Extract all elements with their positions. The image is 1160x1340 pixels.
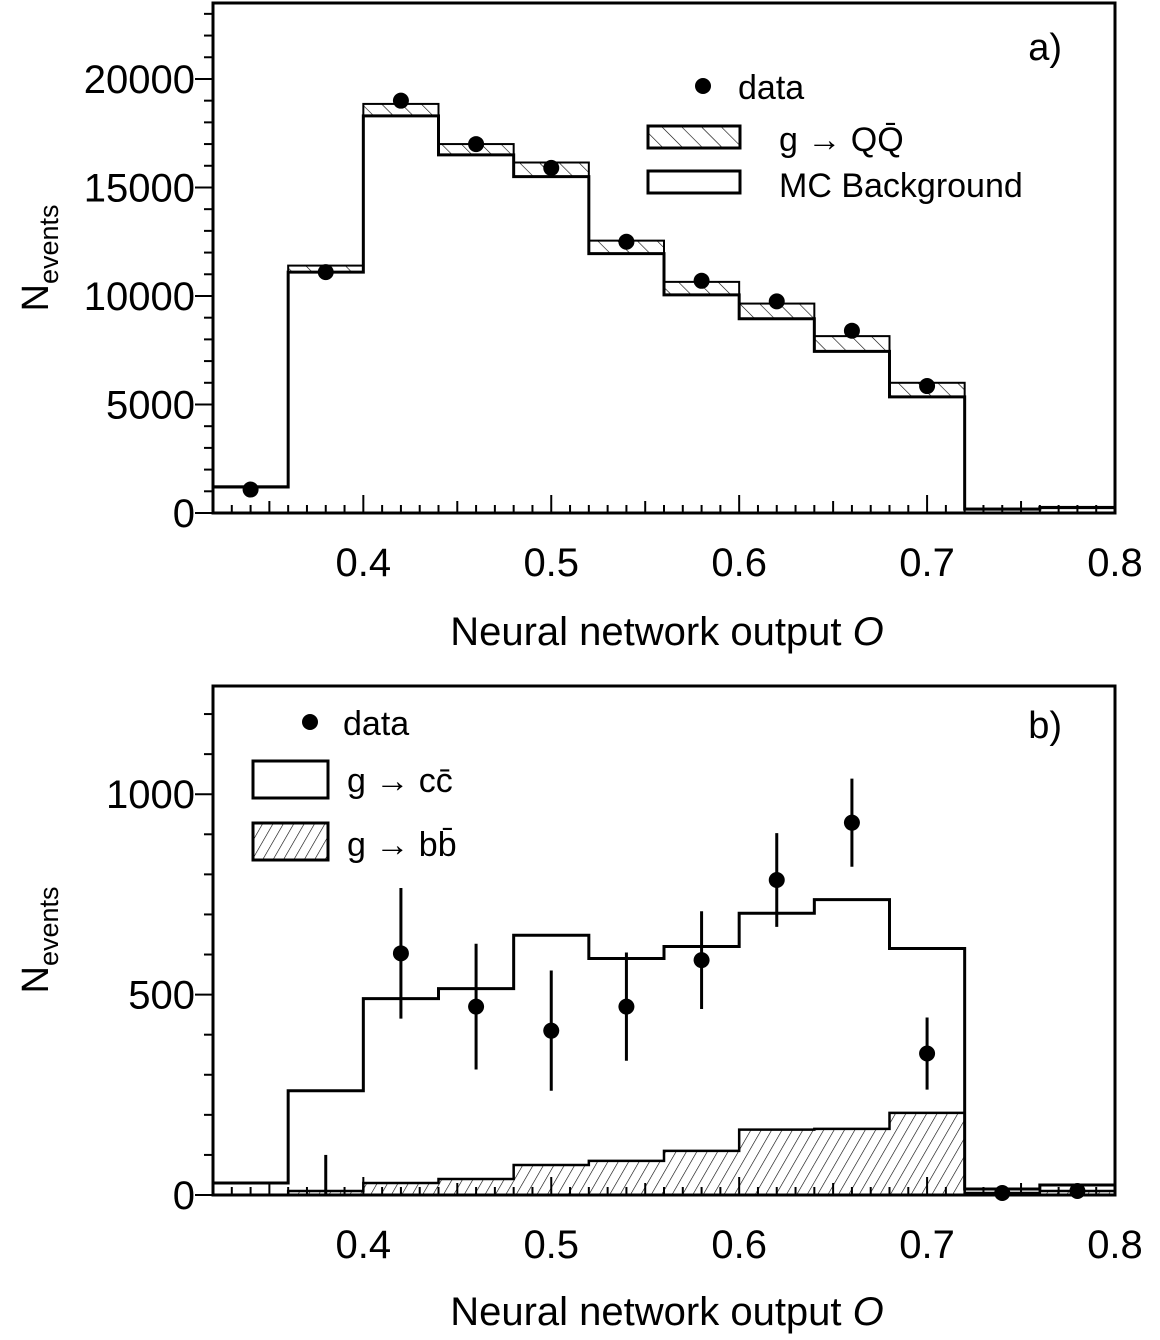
panel-a-legend-signal-label: g → QQ̄	[779, 121, 904, 159]
panel-a-x-tick-label: 0.4	[336, 541, 392, 585]
panel-a-y-axis-label: Nevents	[15, 204, 64, 311]
panel-b-data-point	[768, 871, 785, 888]
panel-b-data-point	[843, 814, 860, 831]
panel-a-data-point	[618, 233, 635, 250]
panel-a-data-point	[843, 322, 860, 339]
panel-a-x-tick-label: 0.6	[711, 541, 767, 585]
panel-a-y-tick-label: 0	[173, 492, 195, 536]
panel-b-x-tick-label: 0.6	[711, 1223, 767, 1267]
panel-b-panel-label: b)	[1028, 705, 1062, 747]
panel-b-x-tick-label: 0.8	[1087, 1223, 1143, 1267]
panel-a-x-tick-label: 0.7	[899, 541, 955, 585]
panel-b-y-tick-label: 500	[128, 974, 195, 1018]
panel-b-data-point	[468, 998, 485, 1015]
panel-a-background-step	[211, 114, 1115, 513]
panel-a-y-tick-label: 20000	[84, 58, 195, 102]
panel-a-legend-signal-marker	[646, 124, 742, 150]
panel-a-x-axis-label: Neural network output O	[450, 610, 884, 654]
panel-a-y-tick-label: 15000	[84, 166, 195, 210]
panel-b-data-point	[919, 1045, 936, 1062]
panel-a-y-axis-label-main: N	[15, 284, 57, 311]
panel-b-cc-step-line	[213, 898, 1115, 1191]
panel-b-x-axis-label: Neural network output O	[450, 1290, 884, 1334]
panel-a-data-point	[543, 159, 560, 176]
panel-a-y-tick-label: 10000	[84, 275, 195, 319]
panel-a-data-points	[242, 92, 936, 498]
panel-a-x-ticks: 0.4 0.5 0.6 0.7 0.8	[212, 495, 1143, 585]
panel-a-data-point	[919, 378, 936, 395]
panel-b-legend: data g → cc̄ g → bb̄	[251, 705, 457, 864]
panel-b-bb-bin	[814, 1128, 890, 1195]
panel-b-legend-cc-label: g → cc̄	[347, 762, 453, 800]
panel-b-x-ticks: 0.4 0.5 0.6 0.7 0.8	[212, 1177, 1143, 1267]
panel-a-legend-background-label: MC Background	[779, 167, 1023, 205]
panel-a-data-point	[392, 92, 409, 109]
panel-b-legend-data-label: data	[343, 705, 409, 743]
panel-b-y-axis-label-main: N	[15, 966, 57, 993]
panel-a-data-point	[768, 293, 785, 310]
panel-b-x-tick-label: 0.5	[523, 1223, 579, 1267]
panel-b-data-point	[693, 952, 710, 969]
panel-a-data-point	[242, 481, 259, 498]
panel-a-legend: data g → QQ̄ MC Background	[646, 69, 1023, 205]
panel-b-y-axis-label-sub: events	[34, 886, 64, 966]
panel-a-data-point	[468, 136, 485, 153]
panel-b-cc-step	[213, 898, 1117, 1197]
panel-b-x-tick-label: 0.4	[336, 1223, 392, 1267]
panel-b-x-tick-label: 0.7	[899, 1223, 955, 1267]
panel-b-x-axis-symbol: O	[853, 1290, 884, 1334]
panel-b-y-axis-label: Nevents	[15, 886, 64, 993]
panel-a-x-tick-label: 0.8	[1087, 541, 1143, 585]
panel-b: 0.4 0.5 0.6 0.7 0.8 0 500 1000 b) data g → cc̄…	[15, 684, 1143, 1334]
panel-b-y-tick-label: 0	[173, 1174, 195, 1218]
panel-a-legend-data-label: data	[738, 69, 804, 107]
panel-b-data-point	[618, 998, 635, 1015]
panel-b-legend-bb-label: g → bb̄	[347, 826, 457, 864]
panel-a-y-tick-label: 5000	[106, 383, 195, 427]
panel-b-legend-cc-marker	[251, 759, 330, 800]
panel-a-y-axis-label-sub: events	[34, 204, 64, 284]
panel-a-legend-data-marker	[695, 78, 711, 94]
panel-b-legend-data-marker	[302, 714, 318, 730]
panel-a-x-axis-label-text: Neural network output	[450, 610, 841, 654]
panel-a-legend-background-marker	[646, 169, 742, 195]
panel-a-background-step-line	[211, 114, 1115, 513]
panel-a-panel-label: a)	[1028, 27, 1062, 69]
panel-b-y-tick-label: 1000	[106, 773, 195, 817]
panel-a-x-axis-symbol: O	[853, 610, 884, 654]
panel-b-legend-bb-marker	[251, 821, 330, 862]
panel-b-data-points	[324, 778, 1086, 1201]
panel-b-y-ticks: 0 500 1000	[106, 713, 213, 1218]
panel-b-data-point	[392, 945, 409, 962]
panel-a-data-point	[693, 272, 710, 289]
panel-b-data-point	[543, 1022, 560, 1039]
panel-b-bb-bin	[739, 1129, 815, 1195]
panel-a-data-point	[317, 264, 334, 281]
panel-b-x-axis-label-text: Neural network output	[450, 1290, 841, 1334]
panel-a-hatch-band	[212, 102, 1117, 511]
panel-a-x-tick-label: 0.5	[523, 541, 579, 585]
panel-a-y-ticks: 0 5000 10000 15000 20000	[84, 12, 213, 536]
